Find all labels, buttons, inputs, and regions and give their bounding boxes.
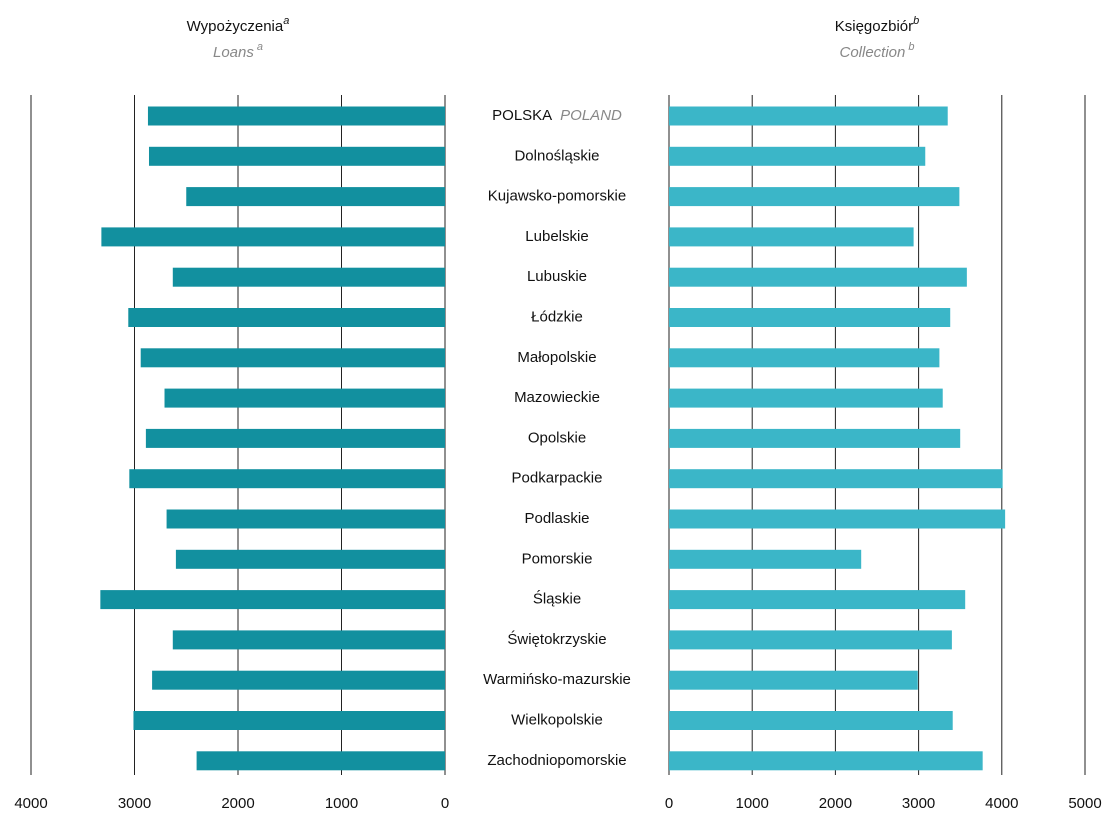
category-text: Zachodniopomorskie xyxy=(487,752,626,769)
x-tick-label: 1000 xyxy=(736,795,769,812)
category-translation: POLAND xyxy=(560,107,622,124)
bar xyxy=(164,388,445,408)
category-label: Świętokrzyskie xyxy=(507,630,606,648)
category-label: Mazowieckie xyxy=(514,389,600,406)
bar xyxy=(669,751,983,771)
title-text: Księgozbiór xyxy=(835,18,913,35)
title-text: Wypożyczenia xyxy=(187,18,284,35)
bar xyxy=(100,590,445,610)
bar xyxy=(669,590,966,610)
x-tick-label: 0 xyxy=(665,795,673,812)
category-label: Dolnośląskie xyxy=(514,147,599,164)
category-text: Łódzkie xyxy=(531,308,583,325)
bar xyxy=(166,509,445,529)
x-tick-label: 3000 xyxy=(902,795,935,812)
x-tick-label: 2000 xyxy=(819,795,852,812)
category-text: Kujawsko-pomorskie xyxy=(488,188,626,205)
x-tick-label: 3000 xyxy=(118,795,151,812)
category-text: Mazowieckie xyxy=(514,389,600,406)
category-label: Wielkopolskie xyxy=(511,711,603,728)
category-text: Dolnośląskie xyxy=(514,147,599,164)
category-label: Podlaskie xyxy=(524,510,589,527)
bar xyxy=(172,630,446,650)
title-sup: b xyxy=(913,15,919,27)
title-sup: a xyxy=(283,15,289,27)
bar xyxy=(669,630,952,650)
bar xyxy=(145,428,445,448)
bar xyxy=(669,469,1003,489)
category-label: POLSKA POLAND xyxy=(492,107,622,124)
category-label: Pomorskie xyxy=(522,550,593,567)
chart-subtitle: Collection b xyxy=(840,41,915,61)
subtitle-text: Loans xyxy=(213,44,254,61)
x-tick-label: 2000 xyxy=(221,795,254,812)
bar xyxy=(669,187,960,207)
bar xyxy=(140,348,445,368)
bar xyxy=(669,146,926,166)
bar xyxy=(669,227,914,247)
bar xyxy=(669,549,862,569)
bar xyxy=(669,509,1006,529)
x-tick-label: 4000 xyxy=(14,795,47,812)
subtitle-sup: b xyxy=(908,41,914,53)
category-text: Opolskie xyxy=(528,429,586,446)
subtitle-text: Collection xyxy=(840,44,906,61)
x-tick-label: 5000 xyxy=(1068,795,1101,812)
bar xyxy=(129,469,445,489)
bar xyxy=(669,308,951,327)
category-text: Warmińsko-mazurskie xyxy=(483,671,631,688)
category-label: Małopolskie xyxy=(517,349,596,366)
bar xyxy=(669,711,953,730)
bar xyxy=(175,549,445,569)
category-label: Opolskie xyxy=(528,429,586,446)
bar xyxy=(101,227,445,247)
bar xyxy=(172,267,446,287)
category-text: Podkarpackie xyxy=(512,470,603,487)
chart-title: Księgozbiórb xyxy=(835,15,920,35)
x-tick-label: 1000 xyxy=(325,795,358,812)
bar xyxy=(669,388,943,408)
bar xyxy=(186,187,445,207)
category-text: Wielkopolskie xyxy=(511,711,603,728)
subtitle-sup: a xyxy=(257,41,263,53)
category-text: Lubelskie xyxy=(525,228,588,245)
chart-subtitle: Loans a xyxy=(213,41,263,61)
category-label: Lubelskie xyxy=(525,228,588,245)
category-text: POLSKA xyxy=(492,107,552,124)
bar xyxy=(152,670,445,690)
bar xyxy=(669,106,948,126)
bar xyxy=(196,751,445,771)
bar xyxy=(669,428,961,448)
category-text: Podlaskie xyxy=(524,510,589,527)
chart-title: Wypożyczeniaa xyxy=(187,15,290,35)
x-tick-label: 0 xyxy=(441,795,449,812)
category-label: Kujawsko-pomorskie xyxy=(488,188,626,205)
bar xyxy=(128,308,446,327)
category-text: Lubuskie xyxy=(527,268,587,285)
category-label: Łódzkie xyxy=(531,308,583,325)
category-text: Śląskie xyxy=(533,590,581,608)
bar xyxy=(133,711,445,730)
category-label: Zachodniopomorskie xyxy=(487,752,626,769)
x-tick-label: 4000 xyxy=(985,795,1018,812)
category-text: Małopolskie xyxy=(517,349,596,366)
category-label: Lubuskie xyxy=(527,268,587,285)
category-text: Pomorskie xyxy=(522,550,593,567)
bar xyxy=(669,348,940,368)
category-text: Świętokrzyskie xyxy=(507,630,606,648)
bar xyxy=(669,670,918,690)
category-label: Warmińsko-mazurskie xyxy=(483,671,631,688)
bar xyxy=(147,106,445,126)
bar xyxy=(669,267,967,287)
bar xyxy=(148,146,446,166)
category-label: Podkarpackie xyxy=(512,470,603,487)
category-label: Śląskie xyxy=(533,590,581,608)
